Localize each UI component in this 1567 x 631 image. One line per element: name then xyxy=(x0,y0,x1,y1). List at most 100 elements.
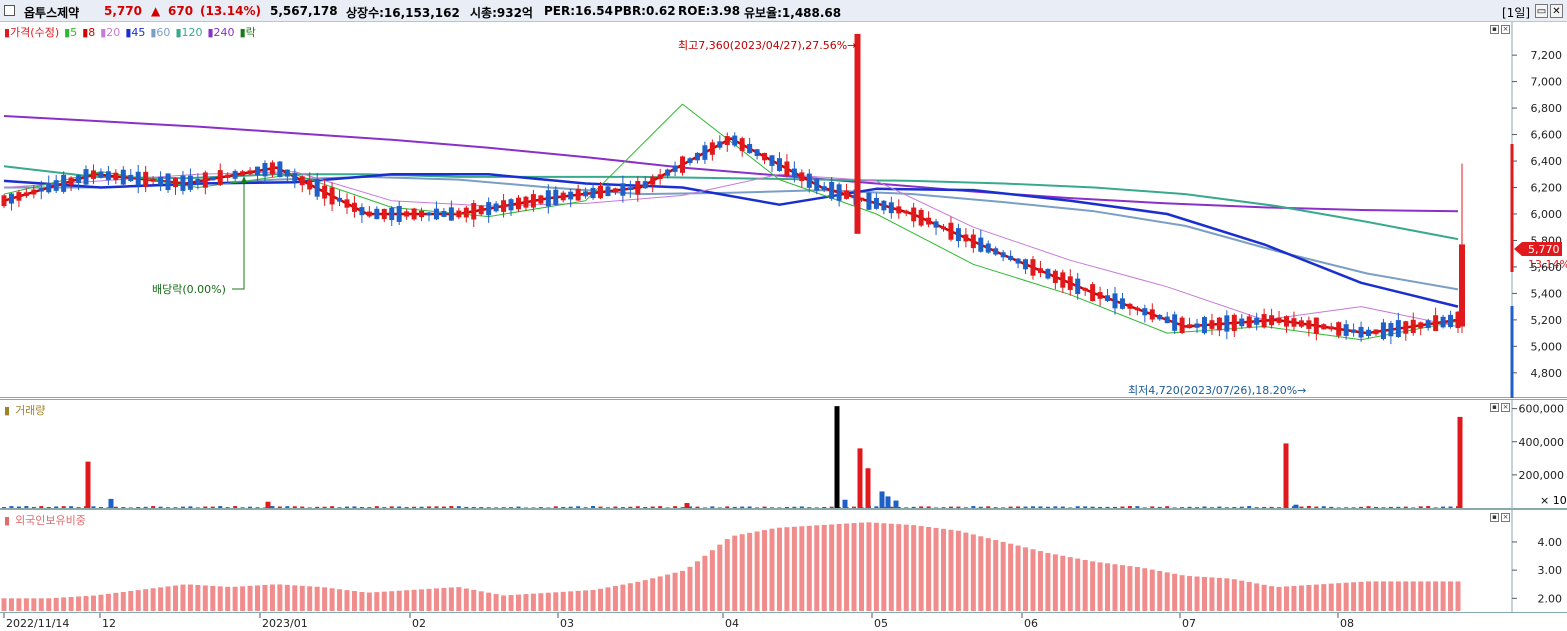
foreign-ratio-bar xyxy=(523,594,529,611)
volume-bar xyxy=(1083,506,1088,508)
volume-bar xyxy=(546,507,551,508)
volume-bar xyxy=(128,507,133,508)
volume-bar xyxy=(784,506,789,508)
candle-body xyxy=(784,161,790,176)
foreign-ratio-bar xyxy=(68,596,74,611)
candle-body xyxy=(1052,270,1058,283)
volume-bar xyxy=(255,507,260,508)
select-checkbox[interactable] xyxy=(4,5,15,16)
candle-body xyxy=(158,176,164,186)
volume-bar xyxy=(1195,507,1200,508)
foreign-ratio-bar xyxy=(1380,581,1386,611)
legend-item[interactable]: ▮45 xyxy=(125,26,146,39)
candle-body xyxy=(724,136,730,145)
volume-bar xyxy=(479,507,484,508)
legend-item[interactable]: ▮가격(수정) xyxy=(4,26,60,39)
volume-bar xyxy=(397,506,402,508)
legend-item[interactable]: ▮120 xyxy=(175,26,203,39)
foreign-ratio-bar xyxy=(829,524,835,611)
volume-close-icon[interactable]: × xyxy=(1501,403,1510,412)
volume-bar xyxy=(188,506,193,508)
volume-bar xyxy=(1351,507,1356,508)
foreign-ratio-bar xyxy=(933,527,939,611)
foreign-ratio-bar xyxy=(1351,582,1357,611)
volume-bar xyxy=(389,506,394,508)
price-tag-pct: 13.14% xyxy=(1528,258,1567,271)
volume-bar xyxy=(829,506,834,508)
foreign-ratio-bar xyxy=(232,586,238,611)
foreign-ratio-bar xyxy=(135,590,141,611)
volume-bar xyxy=(218,506,223,508)
foreign-ratio-bar xyxy=(351,591,357,611)
price-tick-label: 5,400 xyxy=(1531,287,1563,300)
candle-body xyxy=(523,196,529,208)
candle-body xyxy=(1030,259,1036,276)
candle-body xyxy=(650,176,656,185)
volume-bar xyxy=(814,507,819,508)
volume-bar xyxy=(344,506,349,508)
volume-bar xyxy=(1075,506,1080,508)
volume-bar xyxy=(240,507,245,508)
volume-bar xyxy=(635,506,640,508)
volume-bar xyxy=(576,506,581,508)
candle-body xyxy=(896,206,902,214)
candle-body xyxy=(120,169,126,185)
volume-bar xyxy=(464,506,469,508)
volume-bar xyxy=(710,506,715,508)
candle-body xyxy=(284,169,290,177)
low-annotation: 최저4,720(2023/07/26),18.20%→ xyxy=(1128,384,1306,397)
legend-item[interactable]: ▮8 xyxy=(82,26,96,39)
volume-bar xyxy=(643,507,648,508)
candle-body xyxy=(165,173,171,191)
volume-bar xyxy=(330,506,335,508)
close-icon[interactable]: ✕ xyxy=(1550,4,1563,18)
foreign-ratio-bar xyxy=(366,592,372,611)
foreign-close-icon[interactable]: × xyxy=(1501,513,1510,522)
legend-item[interactable]: ▮60 xyxy=(150,26,171,39)
foreign-ratio-bar xyxy=(53,597,59,611)
volume-bar xyxy=(1187,506,1192,508)
volume-bar xyxy=(1157,506,1162,508)
foreign-ratio-bar xyxy=(963,532,969,611)
legend-item[interactable]: ▮240 xyxy=(207,26,235,39)
candle-body xyxy=(471,203,477,220)
foreign-ratio-bar xyxy=(538,593,544,611)
candle-body xyxy=(851,195,857,199)
panel-minimize-icon[interactable]: ▪ xyxy=(1490,25,1499,34)
foreign-ratio-bar xyxy=(545,592,551,611)
candle-body xyxy=(955,228,961,242)
date-tick-label: 2023/01 xyxy=(262,617,308,630)
candle-body xyxy=(1455,311,1461,329)
panel-close-icon[interactable]: × xyxy=(1501,25,1510,34)
legend-item[interactable]: ▮락 xyxy=(239,26,256,39)
foreign-ratio-bar xyxy=(1052,554,1058,611)
candle-body xyxy=(61,174,67,192)
foreign-ratio-bar xyxy=(1000,541,1006,611)
volume-bar xyxy=(1120,506,1125,508)
legend-item[interactable]: ▮20 xyxy=(100,26,121,39)
volume-bar xyxy=(717,507,722,508)
volume-bar xyxy=(747,506,752,508)
volume-minimize-icon[interactable]: ▪ xyxy=(1490,403,1499,412)
candle-body xyxy=(1254,317,1260,325)
date-tick-label: 04 xyxy=(725,617,739,630)
legend-item[interactable]: ▮5 xyxy=(64,26,78,39)
candle-body xyxy=(1164,316,1170,324)
volume-bar xyxy=(770,507,775,508)
foreign-minimize-icon[interactable]: ▪ xyxy=(1490,513,1499,522)
foreign-ratio-bar xyxy=(61,597,67,611)
foreign-ratio-bar xyxy=(598,588,604,611)
foreign-ratio-bar xyxy=(747,532,753,611)
foreign-ratio-bar xyxy=(620,584,626,611)
foreign-ratio-bar xyxy=(1112,564,1118,611)
volume-bar-spike xyxy=(857,448,863,508)
foreign-ratio-bar xyxy=(665,574,671,611)
candle-body xyxy=(1105,295,1111,302)
candle-body xyxy=(836,184,842,201)
period-button[interactable]: [1일] xyxy=(1502,6,1531,20)
foreign-ratio-bar xyxy=(374,592,380,611)
volume-bar xyxy=(658,506,663,508)
volume-bar xyxy=(822,507,827,508)
maximize-icon[interactable]: ▭ xyxy=(1535,4,1548,18)
foreign-ratio-bar xyxy=(560,591,566,611)
